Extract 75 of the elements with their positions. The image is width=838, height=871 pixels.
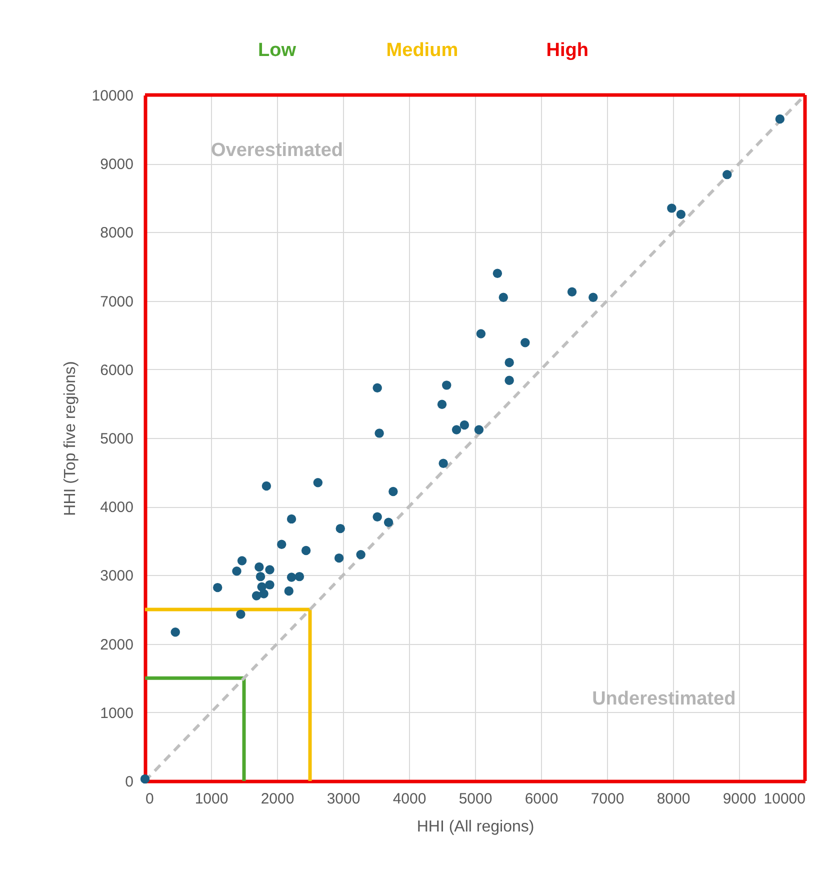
- point: [588, 292, 598, 302]
- point: [237, 556, 247, 566]
- point: [140, 774, 150, 784]
- point: [286, 514, 296, 524]
- point: [356, 550, 366, 560]
- x-tick-label: 8000: [656, 790, 690, 808]
- point: [498, 292, 508, 302]
- annotation: Underestimated: [592, 688, 736, 710]
- point: [504, 376, 514, 385]
- y-tick-label: 5000: [100, 430, 134, 448]
- x-axis-title: HHI (All regions): [416, 818, 534, 836]
- point: [492, 268, 502, 278]
- point: [256, 572, 266, 582]
- y-tick-label: 8000: [100, 224, 134, 242]
- y-tick-label: 0: [125, 774, 134, 790]
- y-tick-label: 1000: [100, 704, 134, 722]
- point: [286, 572, 296, 582]
- point: [504, 358, 514, 368]
- y-tick-label: 7000: [100, 293, 134, 310]
- y-tick-label: 10000: [92, 88, 134, 104]
- x-tick-label: 2000: [260, 790, 294, 808]
- ref-line-label: Medium: [386, 40, 458, 61]
- point: [567, 287, 577, 296]
- point: [460, 420, 470, 430]
- y-tick-label: 3000: [100, 568, 134, 585]
- y-tick-label: 4000: [100, 499, 134, 516]
- point: [476, 329, 486, 338]
- point: [452, 425, 462, 434]
- x-tick-label: 5000: [458, 790, 492, 808]
- point: [722, 170, 732, 180]
- point: [313, 478, 323, 488]
- point: [388, 486, 398, 496]
- point: [667, 204, 676, 213]
- x-tick-label: 9000: [722, 790, 756, 808]
- y-tick-label: 6000: [100, 362, 134, 379]
- point: [438, 458, 448, 468]
- point: [212, 582, 222, 592]
- point: [170, 628, 180, 637]
- x-tick-label: 6000: [524, 790, 558, 808]
- point: [437, 400, 447, 409]
- point: [520, 338, 530, 348]
- point: [265, 580, 274, 590]
- point: [474, 425, 484, 434]
- ref-line-label: Low: [258, 40, 296, 61]
- point: [334, 553, 344, 563]
- x-tick-label: 0: [146, 790, 154, 808]
- y-tick-label: 2000: [100, 636, 134, 654]
- point: [265, 565, 274, 574]
- point: [676, 210, 686, 219]
- point: [336, 524, 345, 534]
- point: [236, 610, 246, 619]
- annotation: Overestimated: [211, 140, 344, 161]
- point: [372, 512, 382, 522]
- x-tick-label: 7000: [590, 790, 624, 808]
- point: [384, 518, 394, 527]
- point: [442, 380, 452, 390]
- point: [301, 546, 311, 556]
- point: [374, 428, 384, 438]
- x-tick-label: 4000: [392, 790, 426, 808]
- point: [262, 481, 272, 491]
- ref-line-label: High: [546, 40, 589, 61]
- point: [252, 591, 262, 600]
- point: [257, 582, 266, 592]
- x-tick-label: 1000: [194, 790, 228, 808]
- x-tick-label: 3000: [326, 790, 360, 808]
- point: [775, 114, 785, 124]
- point: [232, 566, 242, 576]
- point: [372, 383, 382, 393]
- point: [254, 562, 264, 572]
- y-axis-title: HHI (Top five regions): [62, 361, 79, 516]
- x-tick-label: 10000: [764, 790, 806, 808]
- point: [284, 586, 294, 596]
- y-tick-label: 9000: [100, 156, 134, 174]
- point: [277, 540, 286, 549]
- point: [294, 572, 304, 582]
